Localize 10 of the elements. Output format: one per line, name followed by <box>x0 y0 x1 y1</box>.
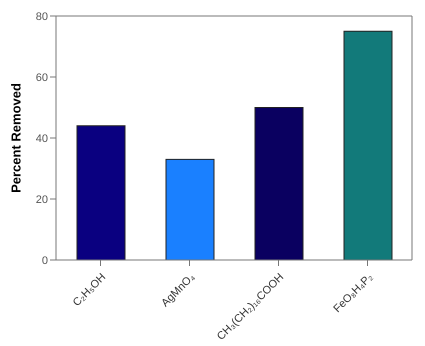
y-tick-label: 40 <box>36 132 48 145</box>
y-axis-title: Percent Removed <box>8 83 24 193</box>
y-tick-label: 80 <box>36 10 48 23</box>
y-tick-label: 60 <box>36 72 48 84</box>
bar <box>254 107 304 260</box>
bar <box>76 125 126 260</box>
bar <box>166 158 214 260</box>
y-tick-label: 0 <box>42 254 48 267</box>
y-tick-label: 20 <box>36 194 48 206</box>
bar <box>344 30 392 260</box>
